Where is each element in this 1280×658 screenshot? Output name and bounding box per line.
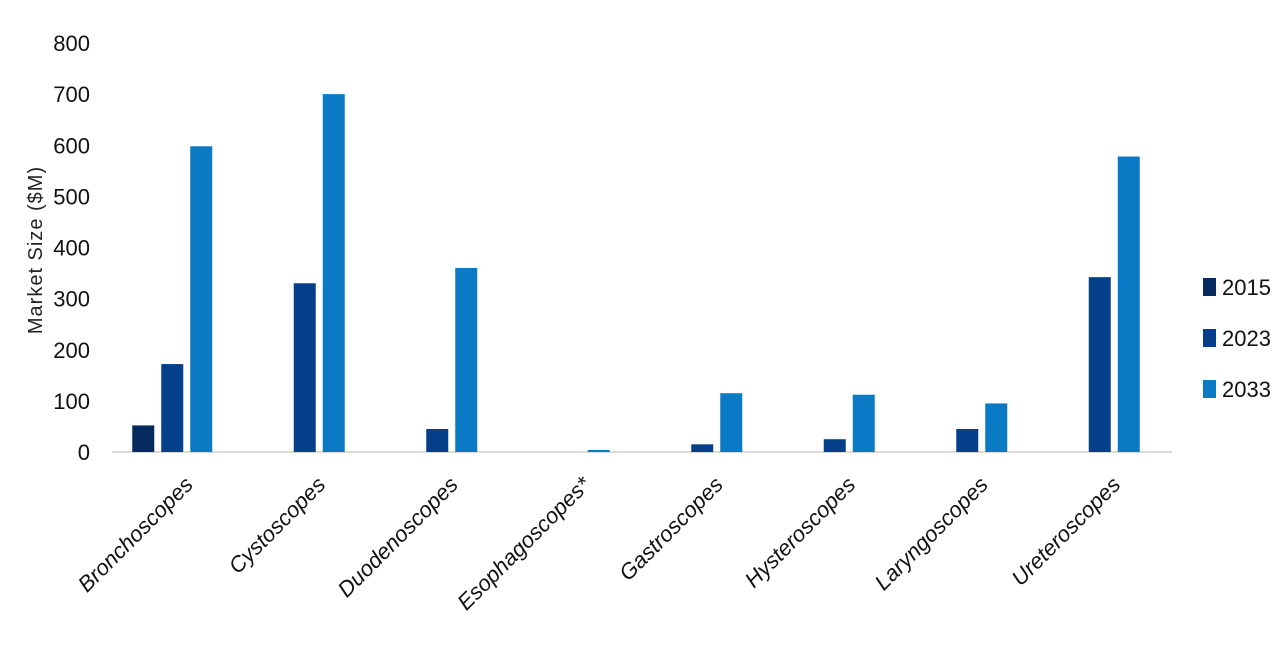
- bar-hysteroscopes-2033: [852, 394, 875, 452]
- bar-bronchoscopes-2023: [161, 364, 184, 452]
- y-tick-label: 700: [53, 82, 90, 107]
- y-tick-label: 600: [53, 133, 90, 158]
- bar-cystoscopes-2023: [293, 283, 316, 452]
- category-label: Hysteroscopes: [740, 472, 861, 593]
- category-label: Duodenoscopes: [333, 472, 463, 602]
- category-labels: Bronchoscopes Cystoscopes DuodenoscopesEso…: [73, 471, 1125, 615]
- legend-label: 2023: [1222, 326, 1271, 351]
- category-label: Ureteroscopes: [1006, 472, 1125, 591]
- legend-label: 2015: [1222, 275, 1271, 300]
- legend-swatch-2023: [1203, 329, 1216, 347]
- bar-esophagoscopes-2033: [587, 449, 610, 452]
- bars-group: [132, 94, 1140, 452]
- category-label: Bronchoscopes: [73, 472, 198, 597]
- bar-laryngoscopes-2023: [956, 428, 979, 452]
- y-tick-label: 400: [53, 236, 90, 261]
- y-tick-label: 800: [53, 31, 90, 56]
- bar-laryngoscopes-2033: [985, 403, 1008, 452]
- category-label: Laryngoscopes: [870, 472, 993, 595]
- legend: 2015 2023 2033: [1203, 275, 1271, 402]
- bar-bronchoscopes-2015: [132, 425, 155, 452]
- y-tick-label: 200: [53, 338, 90, 363]
- legend-label: 2033: [1222, 377, 1271, 402]
- bar-duodenoscopes-2033: [455, 267, 478, 452]
- bar-cystoscopes-2033: [322, 94, 345, 452]
- legend-swatch-2015: [1203, 278, 1216, 296]
- y-axis-label: Market Size ($M): [25, 166, 47, 334]
- bar-bronchoscopes-2033: [190, 146, 213, 452]
- y-tick-label: 300: [53, 287, 90, 312]
- y-tick-label: 0: [78, 440, 90, 465]
- bar-gastroscopes-2033: [720, 393, 743, 452]
- legend-swatch-2033: [1203, 380, 1216, 398]
- bar-ureteroscopes-2033: [1117, 156, 1140, 452]
- y-tick-label: 500: [53, 184, 90, 209]
- y-tick-label: 100: [53, 389, 90, 414]
- bar-ureteroscopes-2023: [1088, 277, 1111, 452]
- bar-gastroscopes-2023: [691, 444, 714, 452]
- category-label: Gastroscopes: [614, 472, 728, 586]
- bar-hysteroscopes-2023: [823, 439, 846, 452]
- y-axis: 0 100 200 300 400 500 600 700 800: [53, 31, 90, 465]
- bar-duodenoscopes-2023: [426, 428, 449, 452]
- category-label: Cystoscopes: [224, 472, 331, 579]
- category-label: Esophagoscopes*: [452, 471, 596, 615]
